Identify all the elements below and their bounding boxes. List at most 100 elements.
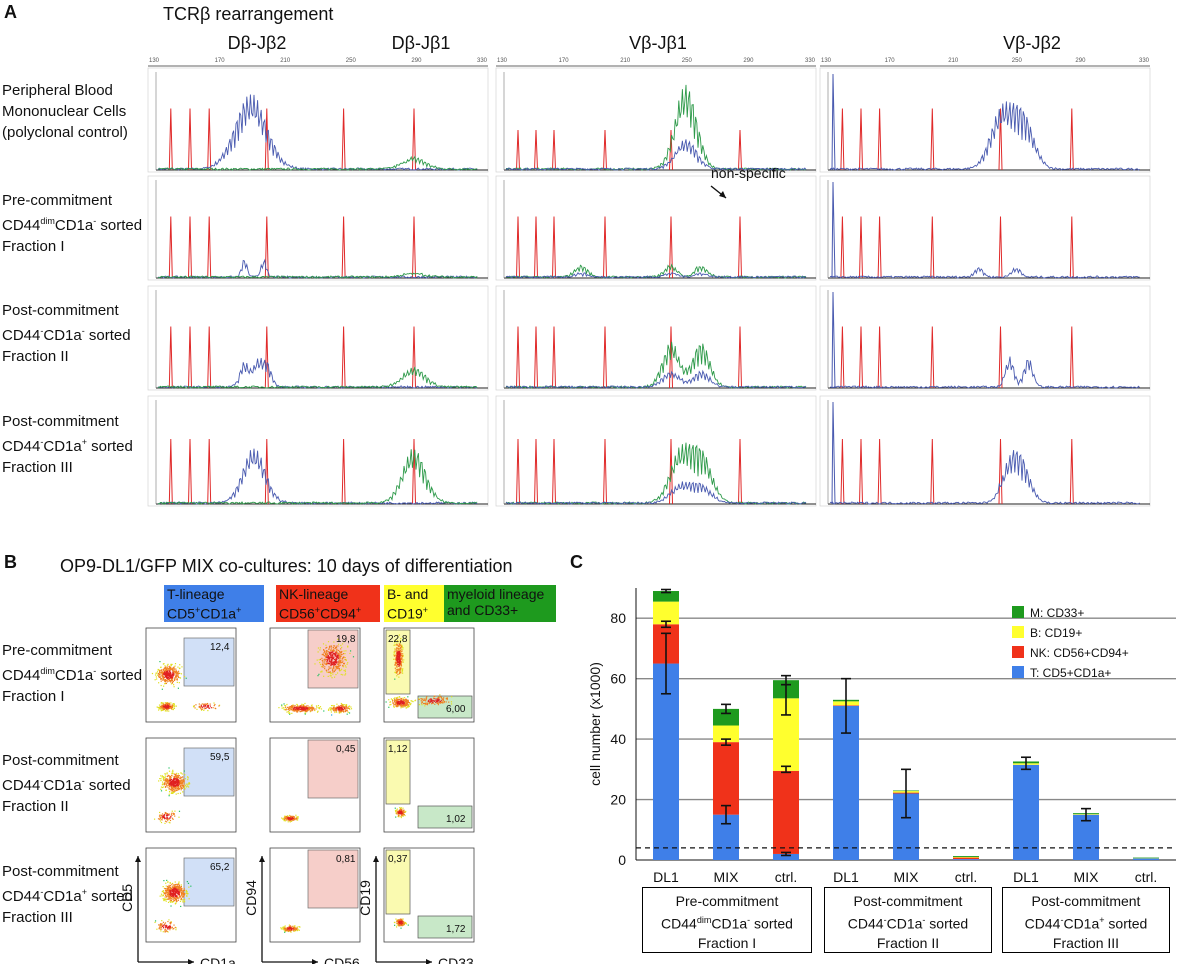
flow-event — [290, 927, 292, 930]
flow-event — [177, 897, 179, 899]
flow-event — [163, 815, 165, 817]
flow-event — [177, 687, 180, 689]
flow-event — [292, 705, 294, 707]
flow-event — [343, 663, 346, 665]
panel-c-letter: C — [570, 552, 583, 572]
flow-event — [320, 671, 322, 673]
flow-event — [403, 659, 405, 661]
size-marker-peak — [552, 439, 556, 505]
flow-event — [168, 678, 170, 681]
flow-event — [402, 924, 404, 926]
flow-event — [423, 699, 425, 701]
bar-segment — [653, 663, 679, 860]
flow-event — [165, 898, 167, 900]
flow-event — [343, 656, 345, 658]
flow-event — [165, 817, 167, 820]
flow-event — [398, 655, 400, 657]
flow-event — [177, 892, 179, 894]
flow-event — [163, 676, 165, 678]
flow-event — [344, 656, 346, 659]
flow-event — [330, 667, 332, 669]
flow-event — [186, 880, 188, 883]
flow-event — [166, 773, 168, 775]
flow-event — [166, 925, 168, 927]
flow-event — [336, 707, 338, 709]
flow-event — [169, 893, 171, 895]
flow-event — [398, 659, 400, 662]
flow-event — [164, 891, 166, 893]
flow-event — [398, 673, 401, 675]
flow-event — [398, 921, 400, 923]
flow-event — [332, 666, 335, 668]
trace-tick-label: 250 — [1012, 58, 1023, 64]
flow-event — [169, 705, 171, 708]
flow-event — [172, 674, 174, 676]
flow-event — [304, 709, 306, 711]
flow-event — [330, 652, 332, 654]
flow-event — [396, 671, 398, 673]
flow-event — [401, 921, 403, 923]
flow-event — [162, 897, 164, 900]
x-tick-label: MIX — [714, 869, 740, 885]
flow-event — [176, 679, 178, 681]
flow-event — [400, 812, 402, 815]
flow-event — [345, 650, 347, 652]
flow-event — [164, 818, 166, 820]
flow-event — [438, 701, 440, 703]
flow-event — [333, 653, 335, 655]
flow-event — [341, 661, 343, 663]
nk-gate — [307, 849, 359, 909]
flow-event — [162, 781, 164, 783]
flow-event — [171, 883, 173, 885]
flow-event — [307, 709, 309, 711]
flow-event — [321, 653, 323, 656]
flow-event — [199, 706, 201, 708]
flow-event — [175, 676, 177, 678]
myeloid-lineage-header: myeloid lineage and CD33+ — [444, 585, 556, 622]
flow-event — [337, 654, 339, 656]
flow-event — [333, 658, 336, 661]
flow-event — [290, 709, 292, 711]
flow-event — [177, 670, 180, 672]
flow-event — [393, 652, 395, 654]
flow-event — [177, 783, 179, 786]
flow-event — [398, 650, 400, 653]
flow-event — [340, 653, 342, 656]
flow-event — [195, 704, 197, 706]
flow-event — [173, 674, 175, 676]
flow-event — [165, 789, 167, 791]
flow-event — [161, 702, 164, 704]
flow-event — [179, 890, 181, 892]
flow-event — [289, 818, 292, 820]
blue-trace — [157, 357, 478, 389]
flow-event — [158, 707, 160, 709]
flow-event — [175, 892, 177, 894]
flow-event — [288, 709, 290, 711]
flow-event — [200, 704, 202, 706]
gate-value-m: 6,00 — [446, 704, 466, 715]
y-axis-label: CD5 — [120, 884, 135, 912]
flow-event — [284, 815, 286, 817]
flow-event — [178, 676, 180, 679]
flow-event — [288, 814, 291, 817]
flow-event — [401, 646, 403, 648]
flow-event — [167, 705, 169, 707]
flow-event — [293, 708, 295, 711]
flow-event — [283, 703, 285, 705]
flow-event — [188, 783, 191, 785]
flow-event — [335, 665, 337, 667]
flow-event — [399, 924, 401, 926]
flow-event — [168, 795, 170, 797]
flow-event — [174, 810, 176, 812]
flow-event — [338, 659, 340, 661]
y-tick-label: 0 — [618, 852, 626, 868]
size-marker-peak — [998, 108, 1003, 171]
flow-event — [166, 813, 169, 815]
flow-event — [173, 673, 175, 675]
flow-event — [163, 814, 165, 816]
flow-event — [177, 780, 179, 782]
flow-event — [172, 787, 174, 789]
size-marker-peak — [264, 216, 269, 279]
flow-event — [340, 673, 342, 676]
flow-event — [171, 890, 173, 893]
